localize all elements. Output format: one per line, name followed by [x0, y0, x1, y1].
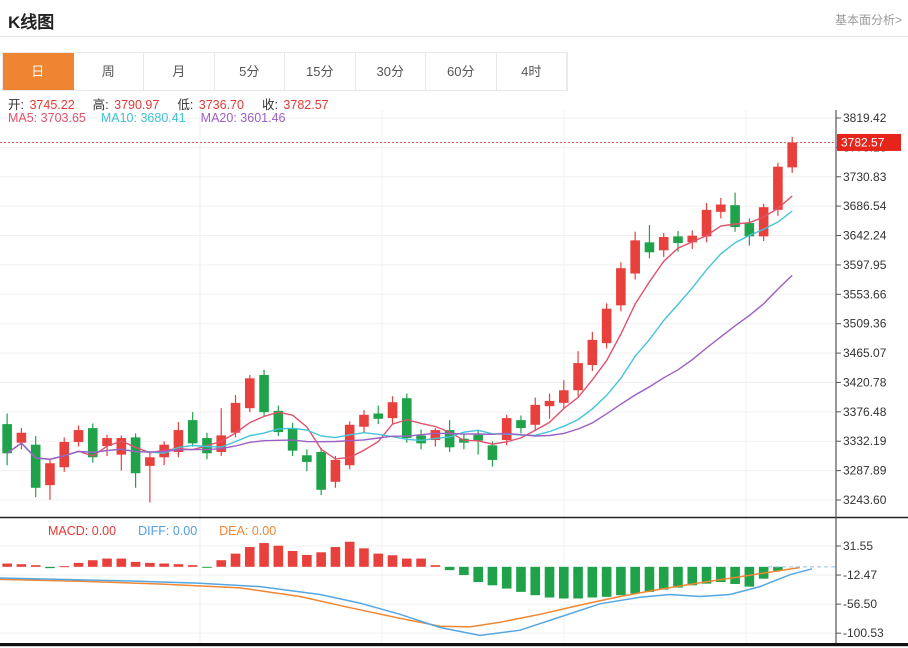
price-tick-12: 3332.19 [843, 434, 887, 448]
ma-legend-bar: MA5: 3703.65 MA10: 3680.41 MA20: 3601.46 [8, 111, 285, 125]
price-tick-4: 3686.54 [843, 199, 887, 213]
price-tick-3: 3730.83 [843, 170, 887, 184]
macd-tick-3: -56.50 [843, 597, 877, 611]
price-tick-6: 3597.95 [843, 258, 887, 272]
period-tab-5[interactable]: 15分 [285, 53, 356, 90]
price-tick-7: 3553.66 [843, 287, 887, 301]
price-tick-8: 3509.36 [843, 317, 887, 331]
period-tab-1[interactable]: 日 [3, 53, 74, 90]
macd-item-3: DEA: 0.00 [219, 524, 277, 538]
macd-tick-4: -100.53 [843, 626, 884, 640]
page-title: K线图 [8, 13, 55, 32]
ohlc-item-4: 收: 3782.57 [261, 98, 329, 112]
period-tab-4[interactable]: 5分 [214, 53, 285, 90]
ohlc-item-3: 低: 3736.70 [177, 98, 244, 112]
ma-item-1: MA5: 3703.65 [8, 111, 86, 125]
dea-line [0, 566, 801, 628]
price-tick-11: 3376.48 [843, 405, 887, 419]
macd-legend-bar: MACD: 0.00 DIFF: 0.00 DEA: 0.00 [48, 524, 276, 538]
bottom-border [0, 643, 908, 647]
price-tick-9: 3465.07 [843, 346, 887, 360]
price-tick-14: 3243.60 [843, 493, 887, 507]
period-tab-bar: 日周月 5分 15分 30分 60分 4时 [2, 52, 568, 91]
price-tick-13: 3287.89 [843, 464, 887, 478]
macd-tick-1: 31.55 [843, 539, 873, 553]
ohlc-item-1: 开: 3745.22 [8, 98, 75, 112]
svg-text:3782.57: 3782.57 [841, 135, 885, 149]
period-tab-8[interactable]: 4时 [496, 53, 567, 90]
macd-histogram [2, 541, 783, 599]
period-tab-6[interactable]: 30分 [355, 53, 426, 90]
fundamental-analysis-link[interactable]: 基本面分析> [834, 13, 902, 27]
ohlc-info-bar: 开: 3745.22 高: 3790.97 低: 3736.70 收: 3782.57 [8, 94, 329, 113]
ma-item-3: MA20: 3601.46 [200, 111, 286, 125]
ma20-line [6, 274, 793, 461]
macd-item-1: MACD: 0.00 [48, 524, 117, 538]
period-tab-3[interactable]: 月 [144, 53, 215, 90]
ma5-line [6, 195, 793, 461]
widget-header: K线图 基本面分析> [0, 0, 908, 37]
period-tab-2[interactable]: 周 [73, 53, 144, 90]
diff-line [0, 568, 813, 637]
macd-item-2: DIFF: 0.00 [138, 524, 198, 538]
price-tick-5: 3642.24 [843, 229, 887, 243]
candles-layer [2, 136, 797, 503]
ohlc-item-2: 高: 3790.97 [92, 98, 160, 112]
macd-tick-2: -12.47 [843, 568, 877, 582]
kline-chart-canvas[interactable]: 3819.423775.133730.833686.543642.243597.… [0, 110, 908, 648]
price-tick-10: 3420.78 [843, 375, 887, 389]
period-tab-7[interactable]: 60分 [426, 53, 497, 90]
price-tick-1: 3819.42 [843, 111, 887, 125]
price-axis: 3819.423775.133730.833686.543642.243597.… [835, 110, 887, 643]
ma-item-2: MA10: 3680.41 [100, 111, 186, 125]
current-price-badge: 3782.57 [837, 133, 901, 151]
